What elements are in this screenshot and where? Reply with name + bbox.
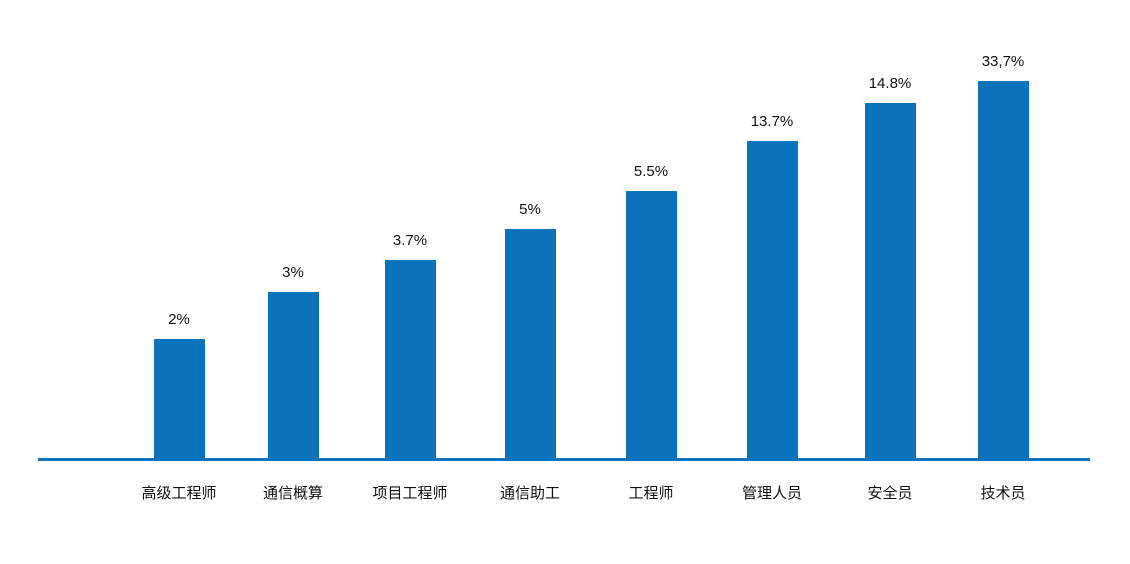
bar-value-label: 5% (519, 201, 541, 218)
x-axis-label: 通信概算 (262, 485, 323, 502)
x-axis-line (38, 458, 1090, 461)
bar-value-label: 3% (282, 264, 304, 281)
bar (267, 292, 319, 461)
bar (153, 339, 205, 461)
bar (625, 191, 677, 461)
bar-value-label: 3.7% (392, 232, 428, 249)
bar (977, 81, 1029, 461)
x-axis-label: 高级工程师 (141, 485, 217, 502)
x-axis-label: 管理人员 (741, 485, 802, 502)
bar-value-label: 33,7% (981, 53, 1025, 70)
x-axis-label: 项目工程师 (372, 485, 448, 502)
bar-value-label: 2% (168, 311, 190, 328)
x-axis-label: 通信助工 (499, 485, 560, 502)
x-axis-label: 技术员 (980, 485, 1026, 502)
bar (384, 260, 436, 461)
bar (504, 229, 556, 461)
x-axis-label: 安全员 (867, 485, 913, 502)
bar-value-label: 5.5% (633, 163, 669, 180)
bar-value-label: 13.7% (750, 113, 794, 130)
bar (746, 141, 798, 461)
x-axis-label: 工程师 (628, 485, 674, 502)
bar-value-label: 14.8% (868, 75, 912, 92)
bar (864, 103, 916, 461)
